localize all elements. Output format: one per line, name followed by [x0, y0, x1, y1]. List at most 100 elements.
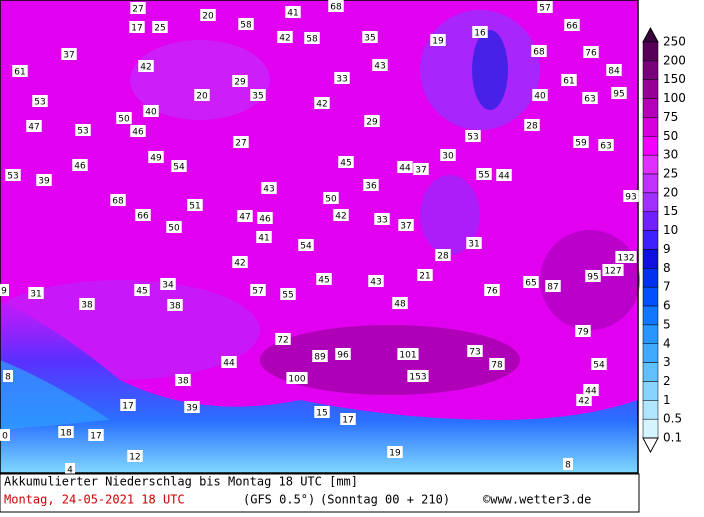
label-box	[563, 458, 573, 470]
precip-value: 42	[316, 100, 327, 110]
colorbar-label: 6	[663, 299, 671, 313]
precip-label: 47	[26, 120, 42, 133]
precip-label: 49	[148, 151, 164, 164]
label-box	[65, 463, 75, 475]
label-box	[489, 358, 505, 370]
precip-label: 61	[12, 65, 28, 78]
precip-label: 38	[167, 299, 183, 312]
precip-label: 37	[61, 48, 77, 61]
precip-label: 78	[489, 358, 505, 371]
label-box	[166, 221, 182, 233]
precip-value: 31	[30, 290, 41, 300]
footer-run: (Sonntag 00 + 210)	[320, 493, 450, 507]
precip-label: 45	[316, 273, 332, 286]
precip-label: 28	[435, 249, 451, 262]
colorbar-segment	[642, 324, 659, 345]
precip-value: 65	[525, 279, 536, 289]
precip-value: 101	[399, 351, 416, 361]
precip-value: 50	[325, 195, 337, 205]
precip-label: 58	[238, 18, 254, 31]
label-box	[312, 350, 328, 362]
precip-value: 46	[132, 128, 144, 138]
precip-label: 58	[304, 32, 320, 45]
precip-label: 19	[430, 34, 446, 47]
precip-label: 54	[591, 358, 607, 371]
precip-label: 0	[0, 429, 10, 442]
labels: 27 41 68 57 20 17 25 58 66 42 58 35 19 16 37 42 68 76 61 33…	[0, 0, 639, 476]
precip-value: 29	[366, 118, 378, 128]
label-box	[314, 406, 330, 418]
precip-value: 28	[437, 252, 449, 262]
precip-label: 45	[338, 156, 354, 169]
precip-value: 42	[234, 259, 245, 269]
precip-value: 89	[314, 353, 326, 363]
precip-label: 100	[286, 372, 308, 385]
label-box	[187, 199, 203, 211]
precip-value: 47	[28, 123, 39, 133]
precip-value: 43	[263, 185, 274, 195]
precip-label: 59	[573, 136, 589, 149]
label-box	[194, 89, 210, 101]
footer-model: (GFS 0.5°)	[243, 493, 315, 507]
precip-value: 19	[389, 449, 401, 459]
precip-label: 33	[374, 213, 390, 226]
label-box	[134, 284, 150, 296]
colorbar-label: 20	[663, 185, 678, 199]
precip-label: 35	[250, 89, 266, 102]
label-box	[362, 31, 378, 43]
precip-value: 38	[169, 302, 181, 312]
colorbar-segment	[642, 79, 659, 99]
precip-value: 76	[585, 49, 597, 59]
precip-label: 46	[130, 125, 146, 138]
precip-value: 63	[600, 142, 611, 152]
label-box	[623, 190, 639, 202]
label-box	[466, 237, 482, 249]
colorbar-label: 3	[663, 355, 671, 369]
colorbar-label: 150	[663, 72, 686, 86]
precip-label: 42	[277, 31, 293, 44]
precip-label: 45	[134, 284, 150, 297]
precip-value: 37	[400, 222, 411, 232]
precip-value: 42	[279, 34, 290, 44]
label-box	[280, 288, 296, 300]
precip-label: 72	[275, 333, 291, 346]
precip-label: 48	[392, 297, 408, 310]
precip-value: 87	[547, 283, 558, 293]
precip-value: 53	[77, 127, 88, 137]
precip-value: 43	[370, 278, 381, 288]
precip-label: 28	[524, 119, 540, 132]
label-box	[232, 75, 248, 87]
precip-label: 44	[496, 169, 512, 182]
precip-value: 95	[613, 90, 624, 100]
label-box	[335, 348, 351, 360]
precip-value: 93	[625, 193, 636, 203]
label-box	[277, 31, 293, 43]
label-box	[397, 161, 413, 173]
precip-value: 46	[259, 215, 271, 225]
label-box	[364, 115, 380, 127]
label-box	[129, 21, 145, 33]
label-box	[340, 413, 356, 425]
precip-label: 44	[397, 161, 413, 174]
precip-value: 25	[154, 24, 165, 34]
precip-value: 50	[168, 224, 180, 234]
precip-label: 41	[256, 231, 272, 244]
label-box	[333, 209, 349, 221]
label-box	[561, 74, 577, 86]
precip-label: 132	[615, 251, 637, 264]
precip-value: 35	[364, 34, 375, 44]
colorbar-segment	[642, 249, 659, 269]
label-box	[135, 209, 151, 221]
precip-value: 55	[282, 291, 293, 301]
label-box	[611, 87, 627, 99]
precip-value: 59	[575, 139, 587, 149]
precip-label: 54	[171, 160, 187, 173]
colorbar-label: 2	[663, 374, 671, 388]
label-box	[116, 112, 132, 124]
precip-value: 95	[587, 273, 598, 283]
label-box	[323, 192, 339, 204]
precip-value: 68	[330, 3, 342, 13]
precip-value: 42	[335, 212, 346, 222]
